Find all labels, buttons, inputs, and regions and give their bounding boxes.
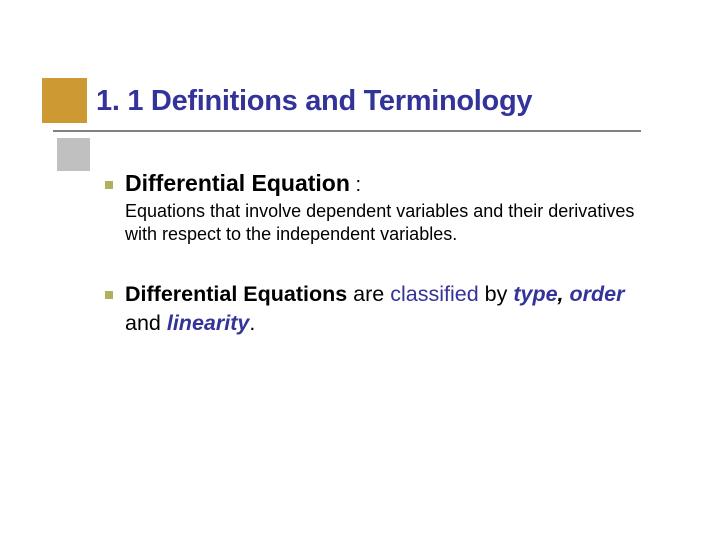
slide-body: Differential Equation : Equations that i… <box>125 170 635 338</box>
term-colon: : <box>350 174 361 196</box>
definition-text: Equations that involve dependent variabl… <box>125 200 635 246</box>
slide: 1. 1 Definitions and Terminology Differe… <box>0 0 720 540</box>
title-underline <box>53 130 641 132</box>
bullet-icon <box>105 181 113 189</box>
phrase-type: type <box>513 282 557 306</box>
classification-block: Differential Equations are classified by… <box>125 280 635 338</box>
phrase-mid1: are <box>347 282 390 306</box>
phrase-mid2: by <box>479 282 514 306</box>
phrase-linearity: linearity <box>167 311 249 335</box>
phrase-and: and <box>125 311 167 335</box>
phrase-period: . <box>249 311 255 335</box>
phrase-comma: , <box>558 282 570 306</box>
decor-gold-square <box>42 78 87 123</box>
classification-text: Differential Equations are classified by… <box>125 280 635 338</box>
bullet-icon <box>105 291 113 299</box>
phrase-order: order <box>570 282 625 306</box>
phrase-lead: Differential Equations <box>125 282 347 306</box>
phrase-classified: classified <box>390 282 478 306</box>
term-heading: Differential Equation <box>125 170 350 196</box>
slide-title: 1. 1 Definitions and Terminology <box>96 85 532 118</box>
decor-grey-square <box>57 138 90 171</box>
definition-block: Differential Equation : Equations that i… <box>125 170 635 246</box>
